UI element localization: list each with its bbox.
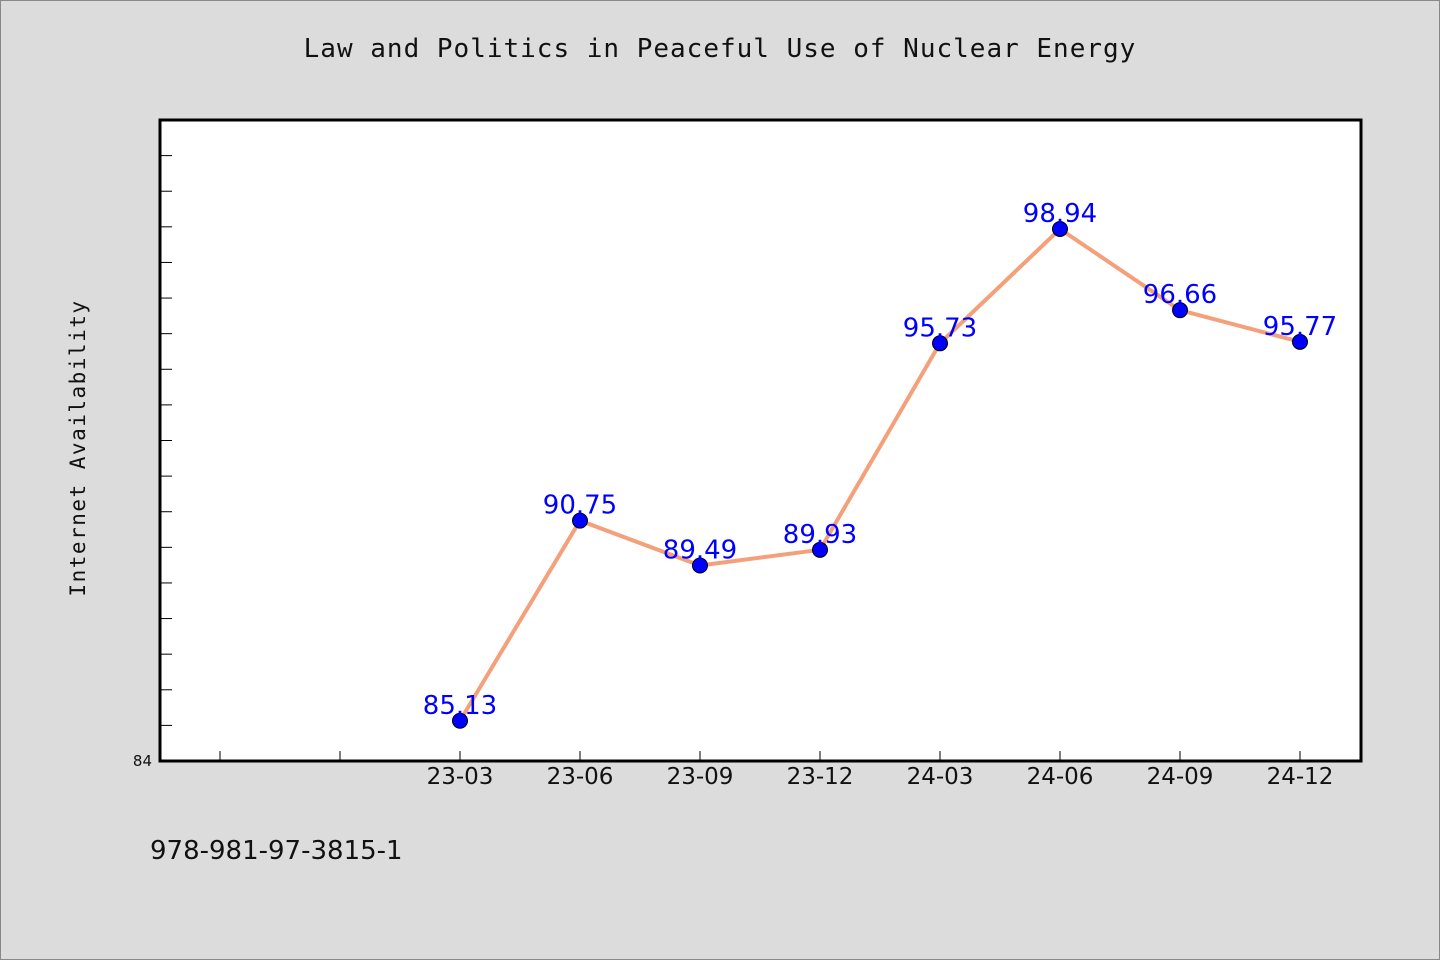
data-point — [452, 712, 468, 729]
plot-frame — [158, 118, 1363, 763]
data-label: 89.49 — [663, 535, 737, 565]
data-label: 96.66 — [1143, 280, 1217, 310]
x-tick-label: 24-12 — [1267, 764, 1334, 790]
data-label: 95.77 — [1263, 312, 1337, 342]
series-line — [458, 226, 1301, 722]
data-label: 90.75 — [543, 491, 617, 521]
data-point — [1292, 333, 1308, 350]
plot-area — [158, 118, 1363, 763]
x-tick-label: 24-03 — [907, 764, 974, 790]
x-tick-label: 23-06 — [547, 764, 614, 790]
x-tick-label: 23-03 — [427, 764, 494, 790]
x-tick-label: 24-06 — [1027, 764, 1094, 790]
x-tick-label: 23-09 — [667, 764, 734, 790]
data-point — [812, 541, 828, 558]
data-point — [572, 512, 588, 529]
footer-code: 978-981-97-3815-1 — [150, 836, 403, 866]
y-tick-label: 84 — [133, 752, 152, 770]
data-label: 95.73 — [903, 313, 977, 343]
series-layer — [452, 220, 1308, 729]
y-axis-ticks: 84 — [133, 155, 172, 770]
data-label: 85.13 — [423, 691, 497, 721]
data-point — [1172, 302, 1188, 319]
data-point — [932, 335, 948, 352]
x-tick-label: 23-12 — [787, 764, 854, 790]
data-label: 89.93 — [783, 520, 857, 550]
data-point — [692, 557, 708, 574]
x-tick-label: 24-09 — [1147, 764, 1214, 790]
chart-title: Law and Politics in Peaceful Use of Nucl… — [303, 34, 1137, 64]
data-labels-layer: 85.13 90.75 89.49 89.93 95.73 98.94 96.66 95.77 — [423, 199, 1337, 721]
x-axis-ticks: 23-03 23-06 23-09 23-12 24-03 24-06 24-09 24-12 — [219, 751, 1334, 790]
data-point — [1052, 220, 1068, 237]
data-label: 98.94 — [1023, 199, 1097, 229]
